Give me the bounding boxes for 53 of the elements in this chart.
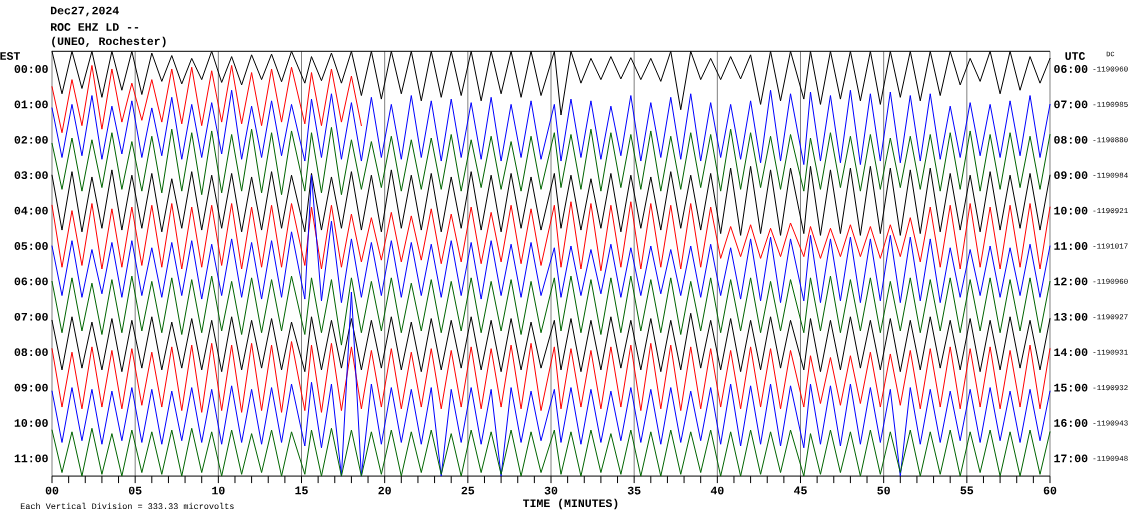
- y2-tick-label: 07:00: [1054, 100, 1088, 109]
- y-tick-label: 09:00: [14, 383, 48, 392]
- x-tick-label: 40: [710, 486, 724, 495]
- y2-tick-label: 17:00: [1054, 454, 1088, 463]
- y2-tick-label: 15:00: [1054, 383, 1088, 392]
- y-tick-label: 02:00: [14, 135, 48, 144]
- y2-tick-label: 11:00: [1054, 242, 1088, 250]
- x-axis-title: TIME (MINUTES): [523, 498, 618, 510]
- y2-tick-label: 09:00: [1054, 171, 1088, 180]
- y2-axis-title: UTC: [1065, 52, 1086, 60]
- y2-tick-label: 13:00: [1054, 312, 1088, 321]
- y-tick-label: 03:00: [14, 171, 48, 180]
- chart-subtitle: ROC EHZ LD --: [50, 23, 139, 31]
- line-series: [51, 341, 1051, 413]
- y-tick-label: 06:00: [14, 277, 48, 286]
- x-tick-label: 45: [793, 486, 807, 495]
- y2-tick-label: 06:00: [1054, 65, 1088, 73]
- text: (UNEO, Rochester): [52, 36, 166, 48]
- y2-tick-label: 16:00: [1054, 419, 1088, 427]
- text: Each Vertical Division = 333.33 microvolts: [20, 502, 234, 510]
- x-tick-label: 20: [378, 486, 391, 495]
- y-tick-label: 07:00: [14, 312, 48, 321]
- x-tick-label: 55: [960, 486, 974, 495]
- x-tick-label: 00: [45, 486, 59, 495]
- x-tick-label: 35: [627, 486, 641, 495]
- y-tick-label: 11:00: [14, 454, 48, 463]
- y2-tick-label: 08:00: [1054, 135, 1088, 144]
- line-series: [51, 126, 1051, 196]
- line-series: [51, 64, 362, 134]
- y2-tick-label: 10:00: [1054, 206, 1088, 215]
- y-tick-label: 00:00: [14, 65, 48, 73]
- line-series: [51, 174, 1051, 304]
- y-tick-label: 10:00: [14, 419, 48, 427]
- x-tick-label: 10: [212, 486, 225, 495]
- x-tick-label: 05: [128, 486, 142, 495]
- x-tick-label: 60: [1043, 486, 1057, 495]
- y-tick-label: 01:00: [14, 100, 48, 109]
- x-tick-label: 15: [295, 486, 308, 495]
- line-series: [51, 89, 1051, 166]
- x-tick-label: 30: [544, 486, 558, 495]
- line-series: [51, 165, 1051, 236]
- y-tick-label: 04:00: [14, 206, 48, 215]
- y2-tick-label: 14:00: [1054, 348, 1088, 357]
- line-series: [51, 201, 1051, 272]
- y-tick-label: 08:00: [14, 348, 48, 357]
- chart-title: Dec27,2024: [50, 6, 119, 17]
- x-tick-label: 50: [877, 486, 890, 495]
- y-axis-title: EST: [0, 52, 20, 60]
- y-tick-label: 05:00: [14, 242, 48, 250]
- x-tick-label: 25: [461, 486, 475, 495]
- line-series: [51, 312, 1051, 373]
- y2-tick-label: 12:00: [1054, 277, 1088, 286]
- line-series: [51, 275, 1051, 346]
